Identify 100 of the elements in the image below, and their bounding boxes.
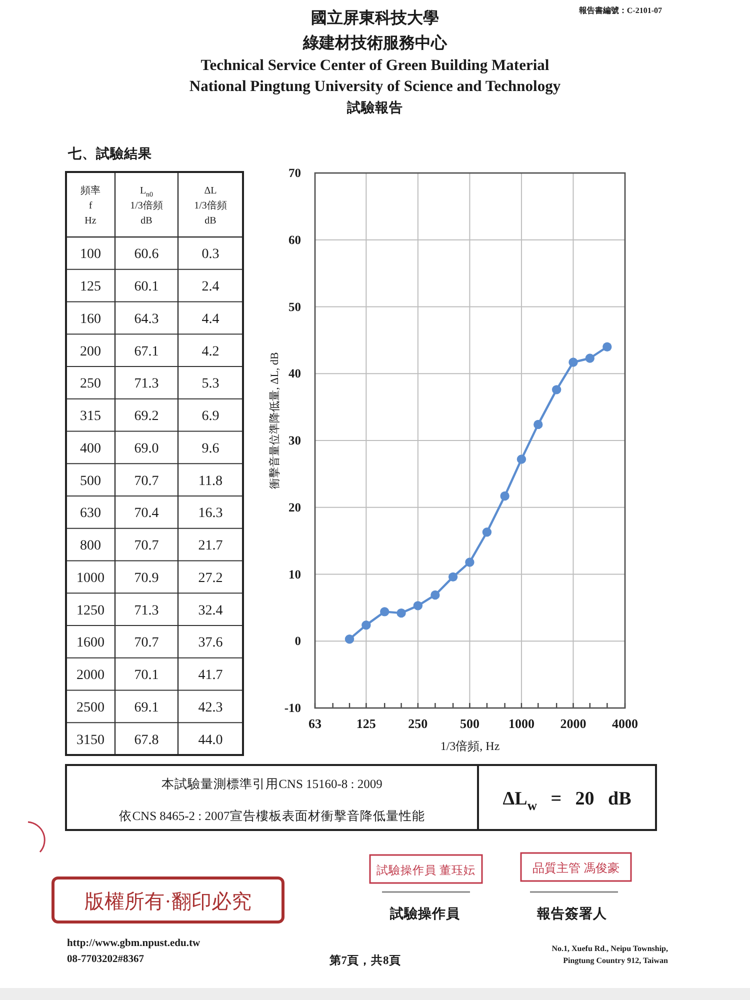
text: 版權所有·翻印必究 [84, 891, 252, 913]
point [585, 354, 594, 363]
point [362, 620, 371, 630]
y-tick-label: 70 [288, 166, 301, 180]
category-label: 3150 [76, 732, 104, 748]
data-label: 2.4 [202, 280, 220, 295]
text: 08-7703202#8367 [67, 954, 144, 965]
x-tick-label: 125 [356, 716, 376, 731]
text: 依CNS 8465-2 : 2007宣告樓板表面材衝擊音降低量性能 [119, 808, 425, 823]
category-label: 800 [80, 538, 101, 554]
category-label: 125 [80, 280, 101, 295]
x-tick-label: 63 [308, 716, 322, 731]
text: National Pingtung University of Science and Technology [189, 78, 561, 95]
data-label: 70.7 [134, 474, 159, 489]
category-label: 200 [80, 344, 101, 360]
data-label: 67.1 [134, 344, 159, 360]
point [602, 342, 612, 352]
category-label: 630 [80, 506, 101, 522]
text: Technical Service Center of Green Building Material [200, 57, 550, 74]
point [380, 607, 390, 616]
x-tick-label: 250 [408, 716, 428, 731]
text: 第7頁，共8頁 [328, 953, 401, 967]
x-tick-label: 1000 [508, 716, 534, 731]
data-label: 11.8 [198, 474, 222, 489]
y-tick-label: 30 [288, 434, 301, 448]
text: 本試驗量測標準引用CNS 15160-8 : 2009 [162, 777, 382, 791]
data-label: 5.3 [202, 376, 220, 392]
data-label: 6.9 [202, 409, 220, 424]
data-label: 4.4 [202, 312, 220, 327]
point [465, 558, 474, 567]
text: 品質主管 馮俊豪 [532, 861, 620, 875]
data-label: 41.7 [198, 668, 223, 684]
y-tick-label: 50 [288, 300, 301, 314]
data-label: 69.1 [134, 700, 159, 716]
data-label: 42.3 [198, 700, 223, 716]
point [516, 454, 526, 464]
category-label: 2000 [76, 668, 104, 684]
data-label: 32.4 [198, 603, 223, 618]
category-label: 1600 [76, 636, 104, 651]
data-label: 0.3 [202, 247, 220, 262]
data-label: 37.6 [198, 636, 223, 651]
data-label: 4.2 [202, 344, 220, 360]
point [534, 420, 543, 430]
text: ΔL 1/3倍頻 dB [194, 186, 227, 226]
text: ΔL$_{w}$ = 20 dB [502, 788, 632, 813]
text: L$_{n0}$ 1/3倍頻 dB [130, 186, 163, 226]
category-label: 160 [80, 312, 101, 327]
text: 報告書編號：C-2101-07 [578, 6, 662, 15]
text: 綠建材技術服務中心 [302, 33, 448, 52]
category-label: 100 [80, 247, 101, 262]
data-label: 67.8 [134, 732, 159, 748]
category-label: 500 [80, 474, 101, 489]
data-label: 16.3 [198, 506, 223, 522]
x-axis-title: 1/3倍頻, Hz [440, 739, 500, 753]
text: 七、試驗結果 [67, 145, 153, 161]
data-label: 70.7 [134, 636, 159, 651]
text: 頻率 f Hz [80, 184, 100, 226]
text: 試驗報告 [346, 99, 403, 115]
data-label: 21.7 [198, 538, 223, 554]
text: 報告簽署人 [536, 906, 608, 921]
point [552, 385, 562, 394]
category-label: 1000 [76, 570, 104, 586]
x-tick-label: 4000 [612, 716, 638, 731]
text: No.1, Xuefu Rd., Neipu Township, Pingtung Country 912, Taiwan [552, 944, 669, 965]
point [430, 590, 440, 600]
category-label: 315 [80, 409, 101, 424]
text: http://www.gbm.npust.edu.tw [67, 938, 200, 949]
data-label: 9.6 [202, 441, 220, 456]
point [448, 572, 458, 582]
category-label: 2500 [76, 700, 104, 716]
data-label: 70.4 [134, 506, 159, 522]
y-tick-label: 20 [288, 500, 301, 514]
data-label: 60.6 [134, 247, 159, 262]
data-label: 69.2 [134, 409, 159, 424]
point [568, 358, 578, 367]
data-label: 71.3 [134, 603, 159, 618]
data-label: 69.0 [134, 441, 159, 456]
data-label: 70.7 [134, 538, 159, 554]
y-tick-label: -10 [284, 701, 301, 715]
data-label: 60.1 [134, 280, 159, 295]
text: 試驗操作員 董珏妘 [376, 864, 476, 877]
point [396, 608, 406, 618]
data-label: 70.1 [134, 668, 159, 684]
data-label: 27.2 [198, 570, 223, 586]
category-label: 1250 [76, 603, 104, 618]
y-axis-title: 衝擊音量位準降低量, ΔL, dB [268, 352, 281, 489]
text: 試驗操作員 [389, 905, 461, 921]
y-tick-label: 60 [288, 232, 301, 247]
x-tick-label: 2000 [560, 716, 586, 731]
x-tick-label: 500 [460, 716, 480, 731]
data-label: 70.9 [134, 570, 159, 586]
point [344, 634, 354, 644]
data-label: 64.3 [134, 312, 159, 327]
data-label: 71.3 [134, 376, 159, 392]
point [482, 528, 492, 537]
y-tick-label: 10 [288, 567, 301, 582]
y-tick-label: 0 [294, 634, 301, 648]
category-label: 400 [80, 441, 101, 456]
point [500, 491, 510, 501]
data-label: 44.0 [198, 732, 223, 748]
